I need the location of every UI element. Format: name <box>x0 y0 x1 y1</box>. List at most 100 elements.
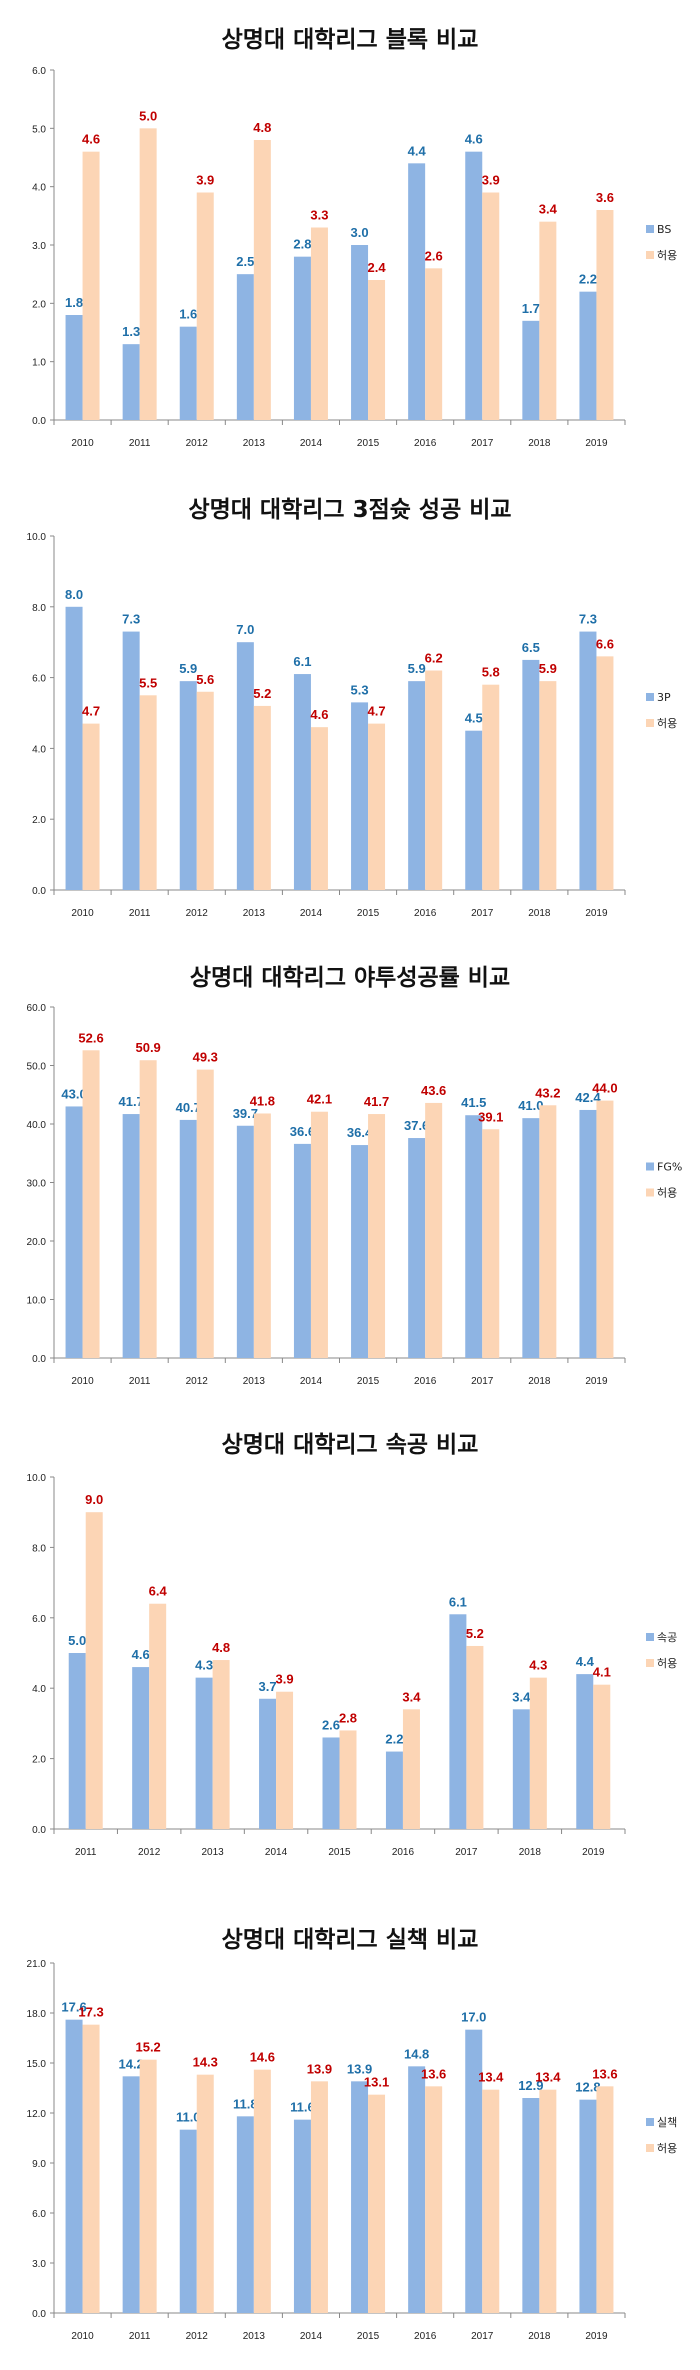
bar-team <box>65 315 83 420</box>
y-tick-label: 8.0 <box>32 1543 46 1554</box>
bar-allowed <box>212 1660 230 1829</box>
bar-team <box>65 2019 83 2313</box>
data-label: 4.8 <box>253 120 271 135</box>
x-tick-label: 2019 <box>585 2331 608 2342</box>
data-label: 11.8 <box>233 2096 258 2111</box>
data-label: 3.4 <box>539 202 558 217</box>
bar-team <box>408 1138 426 1358</box>
legend-label: FG% <box>657 1161 682 1174</box>
data-label: 6.1 <box>449 1594 467 1609</box>
data-label: 1.8 <box>65 295 83 310</box>
data-label: 40.7 <box>176 1100 201 1115</box>
bar-team <box>293 1143 311 1358</box>
bar-allowed <box>596 2086 614 2313</box>
data-label: 2.4 <box>368 260 387 275</box>
x-tick-label: 2011 <box>129 438 151 449</box>
data-label: 2.2 <box>579 272 597 287</box>
bar-allowed <box>596 1100 614 1358</box>
data-label: 5.2 <box>253 686 271 701</box>
data-label: 44.0 <box>592 1081 617 1096</box>
data-label: 15.2 <box>135 2040 160 2055</box>
y-tick-label: 6.0 <box>32 2209 46 2220</box>
x-tick-label: 2011 <box>129 908 151 919</box>
x-tick-label: 2012 <box>186 908 209 919</box>
bar-team <box>236 274 254 420</box>
bar-allowed <box>482 2089 500 2313</box>
x-tick-label: 2017 <box>471 438 494 449</box>
bar-allowed <box>529 1677 547 1829</box>
x-tick-label: 2014 <box>300 908 323 919</box>
x-tick-label: 2018 <box>528 1376 551 1387</box>
y-tick-label: 2.0 <box>32 815 46 826</box>
bar-team <box>385 1751 403 1829</box>
data-label: 3.4 <box>402 1689 421 1704</box>
data-label: 6.1 <box>293 654 311 669</box>
data-label: 3.4 <box>512 1689 531 1704</box>
legend-swatch <box>646 251 654 259</box>
data-label: 12.9 <box>518 2078 543 2093</box>
data-label: 5.3 <box>351 682 369 697</box>
data-label: 17.6 <box>61 2000 86 2015</box>
data-label: 4.4 <box>408 143 427 158</box>
bar-team <box>179 2129 197 2313</box>
data-label: 5.0 <box>68 1633 86 1648</box>
bar-team <box>65 1106 83 1358</box>
x-tick-label: 2010 <box>71 2331 94 2342</box>
bar-allowed <box>82 2024 100 2313</box>
legend-label: 속공 <box>657 1631 677 1644</box>
x-tick-label: 2016 <box>414 438 437 449</box>
data-label: 5.8 <box>482 665 500 680</box>
data-label: 4.1 <box>593 1665 611 1680</box>
data-label: 13.4 <box>535 2070 561 2085</box>
bar-team <box>576 1674 594 1829</box>
data-label: 11.0 <box>176 2110 201 2125</box>
legend-swatch <box>646 2144 654 2152</box>
bar-team <box>179 326 197 420</box>
bar-allowed <box>310 227 328 420</box>
x-tick-label: 2017 <box>471 1376 494 1387</box>
x-tick-label: 2013 <box>243 1376 266 1387</box>
bar-allowed <box>82 151 100 420</box>
bar-team <box>579 631 597 890</box>
data-label: 6.2 <box>425 651 443 666</box>
x-tick-label: 2010 <box>71 438 94 449</box>
y-tick-label: 30.0 <box>27 1179 47 1190</box>
data-label: 11.6 <box>290 2100 315 2115</box>
bar-allowed <box>593 1684 611 1829</box>
legend-swatch <box>646 1633 654 1641</box>
data-label: 41.0 <box>518 1098 543 1113</box>
data-label: 7.3 <box>122 612 140 627</box>
bar-allowed <box>539 1105 557 1358</box>
bar-team <box>351 245 369 420</box>
data-label: 43.6 <box>421 1083 446 1098</box>
data-label: 5.0 <box>139 108 157 123</box>
x-tick-label: 2012 <box>186 1376 209 1387</box>
x-tick-label: 2016 <box>414 2331 437 2342</box>
bar-allowed <box>139 128 157 421</box>
x-tick-label: 2014 <box>300 1376 323 1387</box>
bar-allowed <box>253 2069 271 2313</box>
x-tick-label: 2015 <box>357 908 380 919</box>
legend-swatch <box>646 1188 654 1197</box>
x-tick-label: 2010 <box>71 1376 94 1387</box>
y-tick-label: 10.0 <box>27 1473 47 1484</box>
legend-label: 허용 <box>657 717 677 730</box>
data-label: 36.6 <box>290 1124 315 1139</box>
data-label: 14.8 <box>404 2046 429 2061</box>
bar-allowed <box>310 2081 328 2313</box>
bar-team <box>68 1653 86 1829</box>
bar-allowed <box>482 684 500 890</box>
data-label: 7.0 <box>236 622 254 637</box>
bar-allowed <box>253 140 271 420</box>
x-tick-label: 2015 <box>357 2331 380 2342</box>
data-label: 5.2 <box>466 1626 484 1641</box>
data-label: 14.2 <box>118 2056 143 2071</box>
data-label: 5.9 <box>179 661 197 676</box>
x-tick-label: 2016 <box>392 1847 415 1858</box>
bar-allowed <box>253 705 271 890</box>
bar-allowed <box>596 210 614 420</box>
